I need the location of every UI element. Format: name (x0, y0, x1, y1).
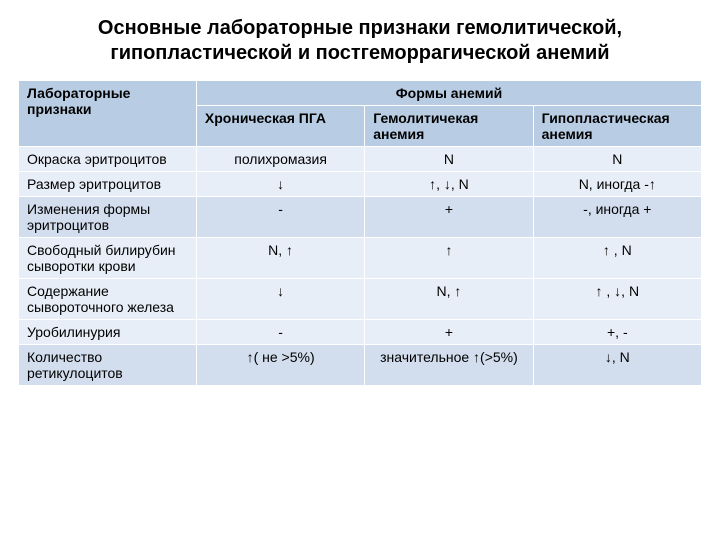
row-c3: +, - (533, 320, 701, 345)
row-c3: N, иногда -↑ (533, 172, 701, 197)
row-label: Размер эритроцитов (19, 172, 197, 197)
table-row: Уробилинурия - + +, - (19, 320, 702, 345)
header-lab: Лабораторные признаки (19, 81, 197, 147)
row-c1: ↓ (196, 279, 364, 320)
row-c2: ↑, ↓, N (365, 172, 533, 197)
table-row: Размер эритроцитов ↓ ↑, ↓, N N, иногда -… (19, 172, 702, 197)
slide: Основные лабораторные признаки гемолитич… (0, 0, 720, 540)
row-c2: N, ↑ (365, 279, 533, 320)
header-row-1: Лабораторные признаки Формы анемий (19, 81, 702, 106)
row-label: Изменения формы эритроцитов (19, 197, 197, 238)
row-c2: + (365, 197, 533, 238)
table-row: Изменения формы эритроцитов - + -, иногд… (19, 197, 702, 238)
row-c3: ↑ , N (533, 238, 701, 279)
row-c3: N (533, 147, 701, 172)
row-c2: ↑ (365, 238, 533, 279)
row-label: Уробилинурия (19, 320, 197, 345)
row-c1: - (196, 197, 364, 238)
row-label: Содержание сывороточного железа (19, 279, 197, 320)
anemia-table: Лабораторные признаки Формы анемий Хрони… (18, 80, 702, 386)
row-c1: - (196, 320, 364, 345)
slide-title: Основные лабораторные признаки гемолитич… (18, 16, 702, 66)
row-c2: + (365, 320, 533, 345)
row-c1: ↑( не >5%) (196, 345, 364, 386)
row-c3: ↓, N (533, 345, 701, 386)
row-c1: ↓ (196, 172, 364, 197)
row-c3: ↑ , ↓, N (533, 279, 701, 320)
header-forms: Формы анемий (196, 81, 701, 106)
row-label: Свободный билирубин сыворотки крови (19, 238, 197, 279)
header-col2: Гемолитичекая анемия (365, 106, 533, 147)
table-row: Окраска эритроцитов полихромазия N N (19, 147, 702, 172)
table-row: Содержание сывороточного железа ↓ N, ↑ ↑… (19, 279, 702, 320)
table-row: Свободный билирубин сыворотки крови N, ↑… (19, 238, 702, 279)
row-c2: значительное ↑(>5%) (365, 345, 533, 386)
row-label: Количество ретикулоцитов (19, 345, 197, 386)
row-c1: N, ↑ (196, 238, 364, 279)
header-col1: Хроническая ПГА (196, 106, 364, 147)
table-row: Количество ретикулоцитов ↑( не >5%) знач… (19, 345, 702, 386)
row-c2: N (365, 147, 533, 172)
header-col3: Гипопластическая анемия (533, 106, 701, 147)
row-c1: полихромазия (196, 147, 364, 172)
row-label: Окраска эритроцитов (19, 147, 197, 172)
row-c3: -, иногда + (533, 197, 701, 238)
